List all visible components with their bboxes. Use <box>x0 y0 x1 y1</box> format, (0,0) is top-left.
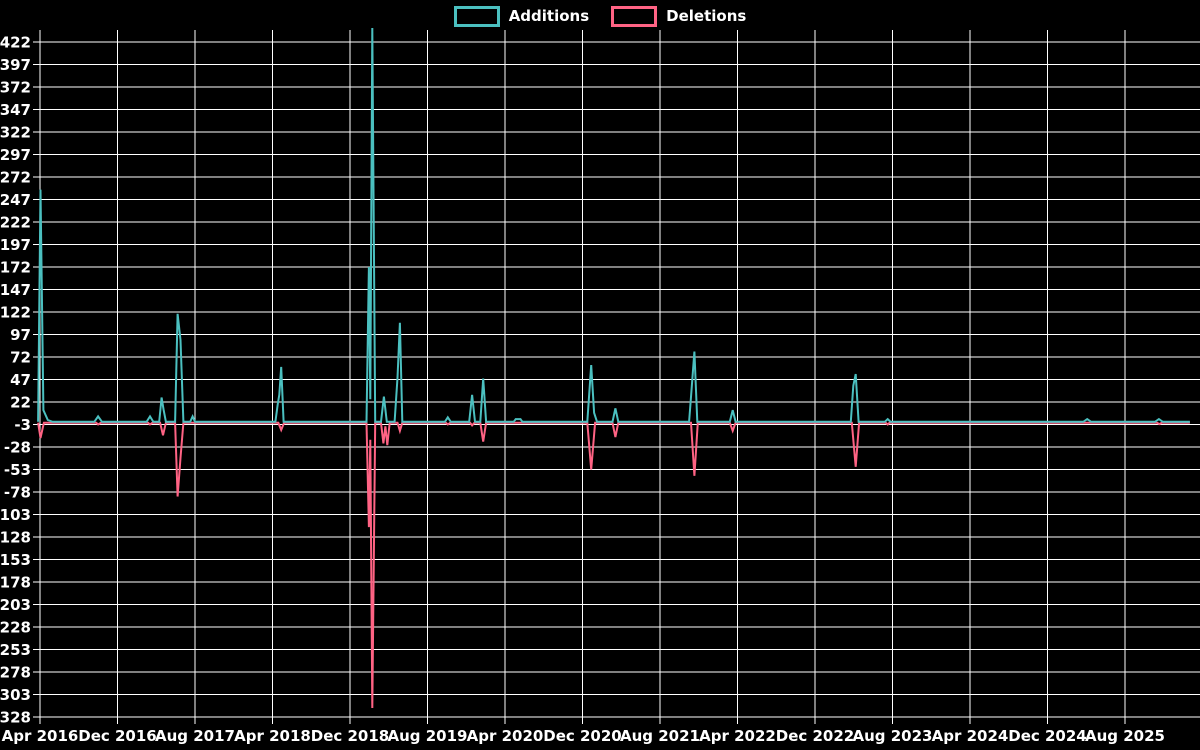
y-tick-label: 347 <box>0 101 31 119</box>
y-tick-label: 47 <box>10 371 31 389</box>
x-tick-label: Apr 2016 <box>2 727 79 745</box>
x-tick-label: Aug 2019 <box>388 727 468 745</box>
y-tick-label: 197 <box>0 236 31 254</box>
y-tick-label: -303 <box>0 686 31 704</box>
legend-item-additions[interactable]: Additions <box>453 6 590 27</box>
series-line-deletions <box>37 421 1190 709</box>
x-tick-label: Aug 2021 <box>620 727 700 745</box>
y-tick-label: -328 <box>0 708 31 726</box>
x-tick-label: Dec 2020 <box>543 727 622 745</box>
y-tick-label: 22 <box>10 393 31 411</box>
y-tick-label: 147 <box>0 281 31 299</box>
legend-label-additions: Additions <box>508 7 590 25</box>
x-tick-label: Aug 2025 <box>1085 727 1165 745</box>
y-tick-label: -128 <box>0 528 31 546</box>
y-tick-label: -28 <box>4 438 31 456</box>
x-tick-label: Aug 2017 <box>155 727 235 745</box>
y-tick-label: -78 <box>4 483 31 501</box>
x-tick-label: Dec 2018 <box>311 727 390 745</box>
y-tick-label: -103 <box>0 506 31 524</box>
y-tick-label: 297 <box>0 146 31 164</box>
legend-item-deletions[interactable]: Deletions <box>611 6 746 27</box>
x-tick-label: Dec 2016 <box>78 727 157 745</box>
x-tick-label: Apr 2022 <box>699 727 776 745</box>
y-tick-label: -278 <box>0 663 31 681</box>
y-tick-label: 97 <box>10 326 31 344</box>
y-tick-label: 247 <box>0 191 31 209</box>
chart-legend: Additions Deletions <box>0 6 1200 27</box>
additions-swatch-icon <box>453 6 500 27</box>
x-tick-label: Dec 2022 <box>776 727 855 745</box>
y-tick-label: 322 <box>0 123 31 141</box>
x-tick-label: Aug 2023 <box>853 727 933 745</box>
y-tick-label: 422 <box>0 33 31 51</box>
y-tick-label: 397 <box>0 56 31 74</box>
series-line-additions <box>37 27 1190 423</box>
y-tick-label: -153 <box>0 551 31 569</box>
y-tick-label: 272 <box>0 168 31 186</box>
y-tick-label: 372 <box>0 78 31 96</box>
y-tick-label: 122 <box>0 303 31 321</box>
deletions-swatch-icon <box>611 6 658 27</box>
y-tick-label: -53 <box>4 461 31 479</box>
y-tick-label: -178 <box>0 573 31 591</box>
y-tick-label: 222 <box>0 213 31 231</box>
x-tick-label: Apr 2020 <box>467 727 544 745</box>
x-tick-label: Dec 2024 <box>1008 727 1087 745</box>
y-tick-label: 172 <box>0 258 31 276</box>
x-tick-label: Apr 2018 <box>234 727 311 745</box>
y-tick-label: -203 <box>0 596 31 614</box>
legend-label-deletions: Deletions <box>666 7 747 25</box>
y-tick-label: 72 <box>10 348 31 366</box>
y-tick-label: -253 <box>0 641 31 659</box>
y-tick-label: -3 <box>14 416 31 434</box>
x-tick-label: Apr 2024 <box>932 727 1009 745</box>
y-tick-label: -228 <box>0 618 31 636</box>
